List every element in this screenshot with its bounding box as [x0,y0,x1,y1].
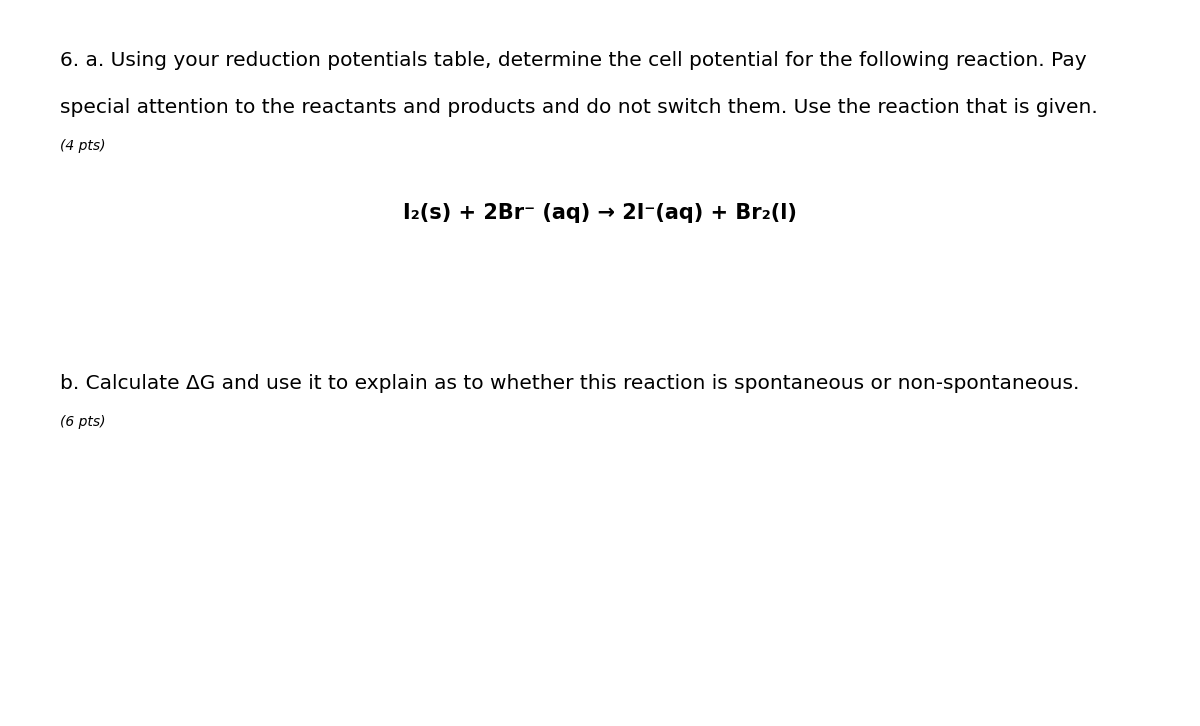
Text: special attention to the reactants and products and do not switch them. Use the : special attention to the reactants and p… [60,98,1098,117]
Text: 6. a. Using your reduction potentials table, determine the cell potential for th: 6. a. Using your reduction potentials ta… [60,51,1087,70]
Text: (6 pts): (6 pts) [60,415,106,429]
Text: I₂(s) + 2Br⁻ (aq) → 2I⁻(aq) + Br₂(l): I₂(s) + 2Br⁻ (aq) → 2I⁻(aq) + Br₂(l) [403,203,797,224]
Text: b. Calculate ΔG and use it to explain as to whether this reaction is spontaneous: b. Calculate ΔG and use it to explain as… [60,374,1079,393]
Text: (4 pts): (4 pts) [60,139,106,153]
